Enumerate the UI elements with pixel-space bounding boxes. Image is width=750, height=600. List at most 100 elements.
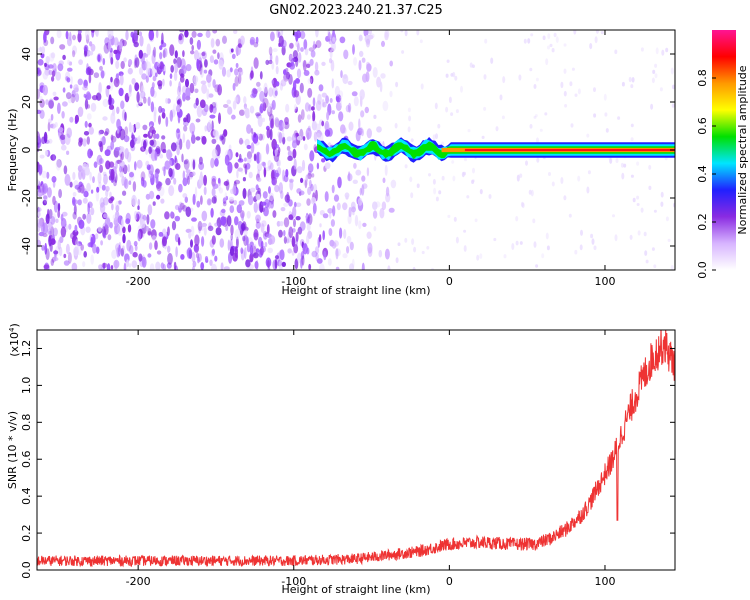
noise-speck <box>563 195 567 201</box>
noise-speck <box>119 40 123 50</box>
noise-speck <box>157 60 161 68</box>
noise-speck <box>110 168 115 181</box>
noise-speck <box>211 235 216 245</box>
noise-speck <box>70 76 73 85</box>
noise-speck <box>74 184 81 190</box>
noise-speck <box>103 173 108 185</box>
noise-speck <box>648 164 652 170</box>
noise-speck <box>136 159 143 169</box>
noise-speck <box>493 237 497 242</box>
noise-speck <box>358 220 362 230</box>
noise-speck <box>529 67 533 72</box>
noise-speck <box>560 177 564 184</box>
noise-speck <box>476 254 480 261</box>
noise-speck <box>138 253 143 262</box>
noise-speck <box>530 33 534 37</box>
noise-speck <box>102 58 106 66</box>
noise-speck <box>293 158 297 170</box>
noise-speck <box>107 234 112 241</box>
noise-speck <box>140 176 145 187</box>
noise-speck <box>219 209 226 217</box>
noise-speck <box>155 30 159 39</box>
noise-speck <box>542 35 546 41</box>
noise-speck <box>469 62 473 68</box>
noise-speck <box>287 150 292 157</box>
noise-speck <box>206 122 212 133</box>
noise-speck <box>210 207 214 218</box>
noise-speck <box>329 49 333 59</box>
noise-speck <box>617 116 621 120</box>
noise-speck <box>169 80 172 87</box>
noise-speck <box>39 46 42 52</box>
noise-speck <box>214 255 218 262</box>
noise-speck <box>57 202 61 212</box>
noise-speck <box>175 163 181 170</box>
noise-speck <box>173 261 177 270</box>
noise-speck <box>92 243 97 254</box>
noise-speck <box>266 128 271 139</box>
noise-speck <box>366 231 372 239</box>
noise-speck <box>593 113 597 118</box>
noise-speck <box>159 153 164 159</box>
noise-speck <box>41 244 45 251</box>
noise-speck <box>146 164 151 171</box>
noise-speck <box>275 65 279 75</box>
noise-speck <box>553 32 557 38</box>
noise-speck <box>263 167 267 178</box>
noise-speck <box>283 74 289 80</box>
noise-speck <box>161 166 166 172</box>
noise-speck <box>84 167 91 176</box>
noise-speck <box>158 231 164 237</box>
noise-speck <box>39 95 43 101</box>
noise-speck <box>322 101 327 108</box>
noise-speck <box>577 88 581 95</box>
noise-speck <box>387 265 391 270</box>
noise-speck <box>432 178 436 185</box>
noise-speck <box>570 123 574 128</box>
noise-speck <box>466 195 470 199</box>
noise-speck <box>300 177 304 183</box>
noise-speck <box>452 175 456 182</box>
snr-y-axis-label: SNR (10 * v/v) <box>6 411 19 489</box>
noise-speck <box>257 187 261 194</box>
noise-speck <box>45 56 50 64</box>
noise-speck <box>587 170 591 175</box>
noise-speck <box>116 118 121 130</box>
noise-speck <box>70 93 76 104</box>
noise-speck <box>272 48 278 53</box>
noise-speck <box>135 122 141 130</box>
noise-speck <box>307 163 314 173</box>
noise-speck <box>448 96 452 104</box>
noise-speck <box>37 47 43 53</box>
noise-speck <box>452 71 456 78</box>
noise-speck <box>48 230 52 235</box>
noise-speck <box>447 214 451 218</box>
noise-speck <box>535 264 539 268</box>
noise-speck <box>205 30 211 38</box>
noise-speck <box>141 73 147 80</box>
noise-speck <box>87 203 90 215</box>
noise-speck <box>83 44 89 53</box>
x-tick-label: -200 <box>126 575 151 588</box>
noise-speck <box>278 259 283 270</box>
noise-speck <box>289 42 294 49</box>
noise-speck <box>118 87 124 97</box>
noise-speck <box>185 206 192 218</box>
noise-speck <box>259 90 265 102</box>
noise-speck <box>201 210 208 222</box>
noise-speck <box>667 238 671 242</box>
noise-speck <box>142 124 148 131</box>
noise-speck <box>259 246 264 256</box>
noise-speck <box>226 215 232 227</box>
noise-speck <box>155 72 158 78</box>
noise-speck <box>342 202 348 211</box>
noise-speck <box>279 249 285 261</box>
noise-speck <box>52 91 57 97</box>
noise-speck <box>69 181 73 188</box>
noise-speck <box>264 198 270 208</box>
noise-speck <box>382 100 389 112</box>
noise-speck <box>380 73 386 79</box>
noise-speck <box>367 247 373 258</box>
noise-speck <box>408 115 412 122</box>
noise-speck <box>124 178 129 190</box>
